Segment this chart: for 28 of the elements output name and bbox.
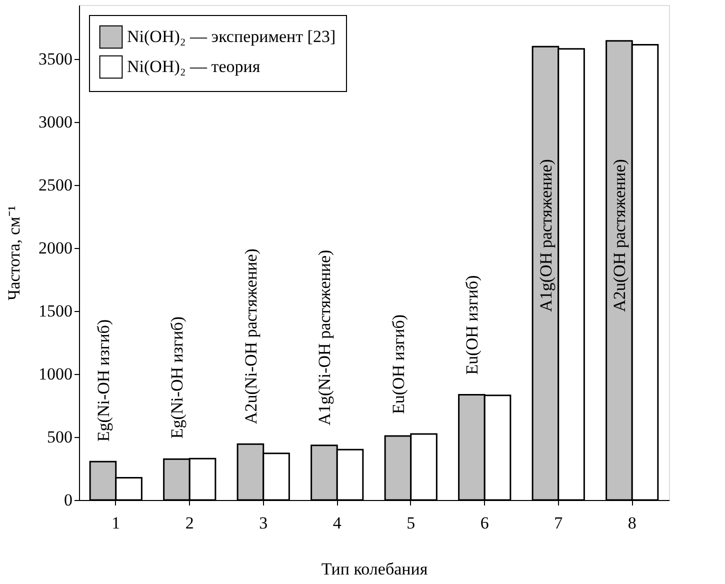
- legend-label: Ni(OH)₂ — теория: [127, 57, 260, 76]
- y-tick-label: 1000: [38, 364, 72, 384]
- annotation: A2u(OH растяжение): [610, 159, 630, 312]
- annotation: A1g(OH растяжение): [536, 159, 556, 312]
- x-tick-label: 2: [185, 514, 194, 532]
- x-tick-label: 5: [406, 514, 416, 532]
- y-tick-label: 500: [47, 428, 72, 447]
- y-tick-label: 0: [64, 490, 72, 510]
- x-tick-label: 1: [112, 514, 120, 532]
- x-tick-label: 8: [628, 514, 636, 532]
- x-tick-label: 4: [332, 514, 342, 532]
- y-tick-label: 1500: [38, 302, 72, 321]
- annotation: A1g(Ni-OH растяжение): [315, 250, 334, 426]
- y-tick-label: 2000: [38, 238, 72, 258]
- x-axis-title: Тип колебания: [321, 560, 428, 578]
- x-tick-label: 6: [480, 514, 489, 532]
- y-tick-label: 2500: [38, 176, 72, 195]
- legend-label: Ni(OH)₂ — эксперимент [23]: [127, 27, 336, 46]
- y-tick-label: 3500: [38, 50, 72, 69]
- annotation: A2u(Ni-OH растяжение): [241, 248, 260, 424]
- y-tick-label: 3000: [38, 112, 72, 132]
- annotation: Eu(OH изгиб): [388, 314, 408, 414]
- x-tick-label: 3: [259, 514, 268, 532]
- annotation: Eu(OH изгиб): [462, 275, 482, 375]
- annotation: Eg(Ni-OH изгиб): [94, 319, 113, 442]
- y-axis-title: Частота, см⁻¹: [4, 206, 24, 300]
- x-tick-label: 7: [554, 514, 564, 532]
- annotation: Eg(Ni-OH изгиб): [168, 316, 187, 439]
